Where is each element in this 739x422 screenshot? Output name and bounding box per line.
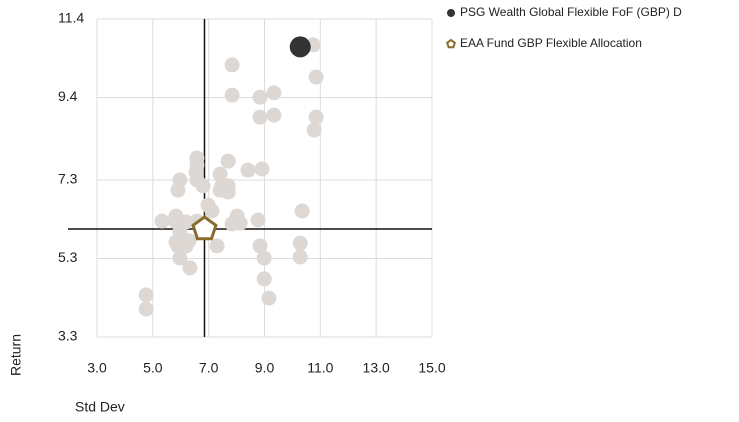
- peer-point: [252, 89, 268, 105]
- peer-point: [138, 301, 154, 317]
- legend-marker: [446, 38, 456, 49]
- x-tick-label: 11.0: [307, 360, 333, 376]
- peer-point: [154, 213, 170, 229]
- peer-point: [220, 153, 236, 169]
- category-marker: [191, 215, 218, 241]
- peer-point: [250, 212, 266, 228]
- peer-point: [138, 287, 154, 303]
- peer-point: [266, 85, 282, 101]
- x-tick-label: 5.0: [143, 360, 163, 376]
- peer-point: [261, 290, 277, 306]
- peer-point: [306, 122, 322, 138]
- peer-point: [308, 69, 324, 85]
- peer-point: [224, 87, 240, 103]
- peer-point: [182, 260, 198, 276]
- peer-point: [240, 162, 256, 178]
- x-axis-label: Std Dev: [75, 399, 125, 415]
- peer-point: [252, 109, 268, 125]
- y-tick-label: 7.3: [58, 171, 78, 187]
- x-tick-label: 7.0: [199, 360, 219, 376]
- y-tick-label: 11.4: [58, 10, 84, 26]
- peer-point: [232, 215, 248, 231]
- peer-point: [294, 203, 310, 219]
- peer-point: [292, 249, 308, 265]
- y-tick-label: 5.3: [58, 249, 78, 265]
- y-tick-label: 9.4: [58, 88, 78, 104]
- x-tick-label: 9.0: [255, 360, 275, 376]
- legend-marker: [447, 9, 455, 17]
- peer-point: [209, 238, 225, 254]
- fund-point: [289, 36, 311, 58]
- legend-label: EAA Fund GBP Flexible Allocation: [460, 36, 642, 50]
- peer-point: [252, 238, 268, 254]
- y-tick-label: 3.3: [58, 328, 78, 344]
- peer-point: [292, 235, 308, 251]
- peer-point: [256, 250, 272, 266]
- peer-point: [256, 271, 272, 287]
- x-tick-label: 15.0: [418, 360, 445, 376]
- legend-label: PSG Wealth Global Flexible FoF (GBP) D: [460, 5, 682, 19]
- peer-point: [172, 250, 188, 266]
- x-tick-label: 13.0: [363, 360, 390, 376]
- y-axis-label: Return: [8, 334, 24, 376]
- peer-point: [170, 182, 186, 198]
- peer-point: [308, 109, 324, 125]
- peer-point: [224, 57, 240, 73]
- x-tick-label: 3.0: [87, 360, 107, 376]
- peer-point: [212, 182, 228, 198]
- peer-point: [254, 161, 270, 177]
- peer-point: [266, 107, 282, 123]
- peer-point: [204, 203, 220, 219]
- peer-point: [178, 238, 194, 254]
- peer-point: [195, 178, 211, 194]
